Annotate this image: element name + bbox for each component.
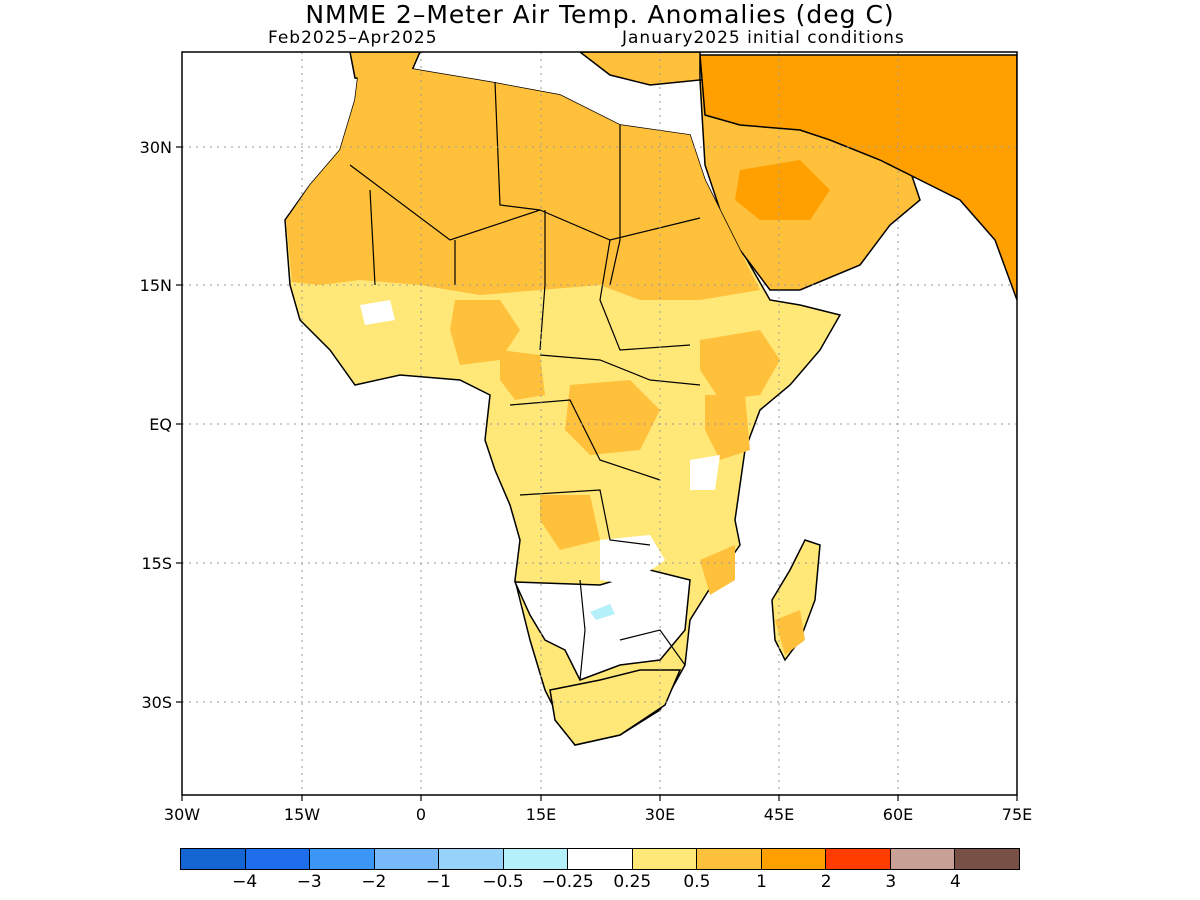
lon-label-15w: 15W <box>284 805 320 824</box>
lat-label-15s: 15S <box>141 554 172 573</box>
lat-label-15n: 15N <box>140 276 172 295</box>
madagascar-anomaly <box>775 610 805 655</box>
colorbar-swatch <box>245 849 311 869</box>
colorbar-label: 2 <box>820 872 832 892</box>
colorbar-label: −4 <box>232 872 258 892</box>
forecast-period: Feb2025–Apr2025 <box>268 28 438 48</box>
lon-label-0: 0 <box>416 805 426 824</box>
namibia-cool-spot <box>590 604 615 620</box>
colorbar-label: −1 <box>425 872 451 892</box>
axis-ticks <box>176 146 1018 801</box>
colorbar-label: 4 <box>949 872 961 892</box>
colorbar-label: 0.25 <box>613 872 652 892</box>
kenya-anomaly <box>705 395 750 460</box>
colorbar-swatch <box>890 849 956 869</box>
colorbar-label: −3 <box>296 872 322 892</box>
mozambique-anomaly <box>700 545 735 595</box>
grid-lines <box>182 52 1017 795</box>
arabia-core <box>735 160 830 220</box>
zambia-neutral <box>600 535 665 585</box>
sahara-anomaly <box>286 60 760 300</box>
lon-label-75e: 75E <box>1002 805 1032 824</box>
lat-label-eq: EQ <box>149 415 172 434</box>
lon-label-45e: 45E <box>764 805 794 824</box>
sahel-neutral <box>360 300 395 325</box>
colorbar-swatch <box>826 849 891 869</box>
lake-victoria-neutral <box>690 455 720 490</box>
colorbar-label: 3 <box>885 872 897 892</box>
lon-label-30w: 30W <box>164 805 200 824</box>
chart-title: NMME 2–Meter Air Temp. Anomalies (deg C) <box>305 0 895 29</box>
colorbar-label: −0.5 <box>482 872 524 892</box>
lon-label-15e: 15E <box>526 805 556 824</box>
lon-label-30e: 30E <box>645 805 675 824</box>
colorbar-swatch <box>955 849 1019 869</box>
colorbar-swatch <box>503 849 569 869</box>
central-west-anomaly <box>500 350 545 400</box>
colorbar-swatch <box>181 849 246 869</box>
colorbar-swatch <box>374 849 440 869</box>
lat-label-30s: 30S <box>141 693 172 712</box>
colorbar-label: 0.5 <box>683 872 711 892</box>
anomaly-fields <box>284 52 1017 746</box>
angola-anomaly <box>540 495 600 550</box>
lat-label-30n: 30N <box>140 138 172 157</box>
colorbar-swatch <box>761 849 827 869</box>
colorbar-swatch <box>568 849 633 869</box>
colorbar-label: −2 <box>361 872 387 892</box>
west-africa-anomaly <box>450 300 520 365</box>
southern-cape-anomaly <box>549 669 682 746</box>
balkans-landmass <box>578 52 701 86</box>
initial-conditions: January2025 initial conditions <box>622 28 905 48</box>
colorbar-swatch <box>632 849 698 869</box>
colorbar-swatch <box>310 849 375 869</box>
colorbar-label: −0.25 <box>541 872 594 892</box>
colorbar <box>180 848 1020 870</box>
east-africa-anomaly <box>700 330 780 400</box>
colorbar-swatch <box>697 849 762 869</box>
colorbar-swatch <box>439 849 504 869</box>
colorbar-label: 1 <box>756 872 767 892</box>
lon-label-60e: 60E <box>883 805 913 824</box>
country-borders <box>349 81 701 681</box>
